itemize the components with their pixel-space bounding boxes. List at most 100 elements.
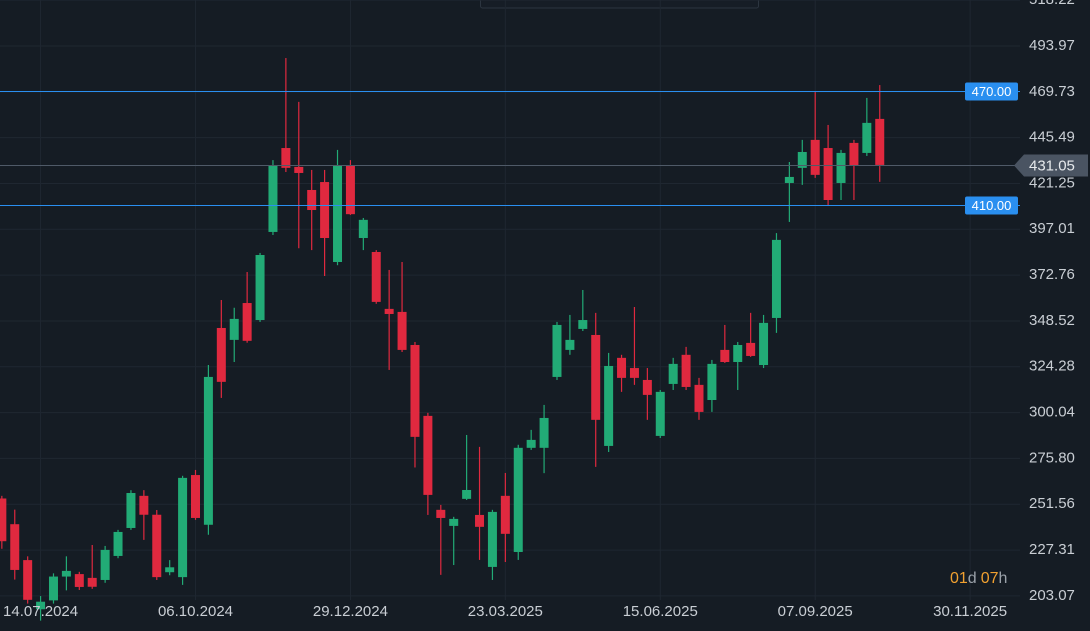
candle-body <box>152 514 162 578</box>
candle-body <box>462 489 472 499</box>
candle-body <box>823 148 833 200</box>
candle-body <box>475 514 485 527</box>
candle-body <box>875 118 885 165</box>
candle-body <box>10 524 20 570</box>
candle-body <box>216 327 226 382</box>
candle-body <box>526 439 536 448</box>
candle-body <box>307 189 317 211</box>
y-tick-label: 348.52 <box>1029 312 1075 329</box>
candle-body <box>410 344 420 437</box>
candle-body <box>436 509 446 518</box>
candle-body <box>591 334 601 420</box>
candle-body <box>242 303 252 341</box>
candle-body <box>759 322 769 366</box>
candle-body <box>862 122 872 153</box>
candle-body <box>139 495 149 515</box>
candle-body <box>74 574 84 587</box>
candle-body <box>681 354 691 387</box>
candle-body <box>655 391 665 436</box>
y-tick-label: 251.56 <box>1029 495 1075 512</box>
countdown-days: 01 <box>950 570 968 587</box>
candle-body <box>397 311 407 350</box>
candle-body <box>255 255 265 321</box>
y-tick-label: 397.01 <box>1029 220 1075 237</box>
y-tick-label: 372.76 <box>1029 266 1075 283</box>
candle-body <box>604 365 614 446</box>
candle-body <box>629 368 639 378</box>
y-tick-label: 227.31 <box>1029 541 1075 558</box>
countdown-unit: d <box>968 570 977 587</box>
x-tick-label: 07.09.2025 <box>778 603 853 620</box>
y-tick-label: 203.07 <box>1029 587 1075 604</box>
y-tick-label: 493.97 <box>1029 37 1075 54</box>
candle-body <box>294 166 304 173</box>
candle-body <box>165 567 175 573</box>
candle-body <box>642 379 652 395</box>
y-tick-label: 275.80 <box>1029 449 1075 466</box>
candle-body <box>268 165 278 232</box>
candle-body <box>836 152 846 183</box>
price-line-label: 470.00 <box>972 84 1012 99</box>
candle-body <box>797 151 807 168</box>
candle-body <box>513 447 523 552</box>
candle-body <box>229 318 239 340</box>
candle-body <box>113 531 123 556</box>
candle-body <box>61 570 71 577</box>
y-tick-label: 421.25 <box>1029 174 1075 191</box>
candle-body <box>0 498 7 542</box>
price-line-label-bg <box>965 196 1018 215</box>
x-tick-label: 15.06.2025 <box>623 603 698 620</box>
candle-body <box>203 376 213 525</box>
candle-body <box>500 495 510 534</box>
countdown-hours: 07 <box>981 570 999 587</box>
candle-body <box>23 560 33 600</box>
candle-body <box>100 549 110 580</box>
y-tick-label: 445.49 <box>1029 129 1075 146</box>
candle-body <box>178 477 188 578</box>
countdown: 01d 07h <box>950 570 1007 587</box>
candle-body <box>694 384 704 412</box>
y-tick-label: 469.73 <box>1029 83 1075 100</box>
candle-body <box>190 475 200 518</box>
countdown-unit: h <box>999 570 1008 587</box>
candle-body <box>578 320 588 329</box>
candle-body <box>487 511 497 567</box>
candles <box>0 58 885 621</box>
candle-body <box>617 357 627 378</box>
candle-body <box>36 601 46 610</box>
x-tick-label: 14.07.2024 <box>3 603 78 620</box>
candle-body <box>48 576 58 601</box>
candle-body <box>707 363 717 400</box>
candle-body <box>668 363 678 384</box>
candle-body <box>423 415 433 495</box>
candle-body <box>784 176 794 183</box>
price-line-label-bg <box>965 82 1018 101</box>
y-tick-label: 300.04 <box>1029 404 1075 421</box>
candle-body <box>449 518 459 526</box>
candle-body <box>565 339 575 350</box>
candle-body <box>810 139 820 175</box>
candle-body <box>281 148 291 168</box>
candle-body <box>384 308 394 314</box>
y-tick-label: 518.22 <box>1029 0 1075 8</box>
x-tick-label: 30.11.2025 <box>933 603 1007 620</box>
x-tick-label: 29.12.2024 <box>313 603 388 620</box>
y-tick-label: 324.28 <box>1029 358 1075 375</box>
candle-body <box>746 342 756 356</box>
x-tick-label: 23.03.2025 <box>468 603 543 620</box>
toolbar-box <box>480 0 759 9</box>
candle-body <box>126 493 136 528</box>
candle-body <box>345 165 355 215</box>
candle-body <box>733 344 743 363</box>
candle-body <box>320 182 330 238</box>
last-price-label: 431.05 <box>1029 157 1075 174</box>
candle-body <box>552 324 562 377</box>
candle-body <box>720 349 730 363</box>
x-tick-label: 06.10.2024 <box>158 603 233 620</box>
last-price-label-bg <box>1014 154 1088 177</box>
candle-body <box>358 219 368 238</box>
candle-body <box>371 251 381 302</box>
